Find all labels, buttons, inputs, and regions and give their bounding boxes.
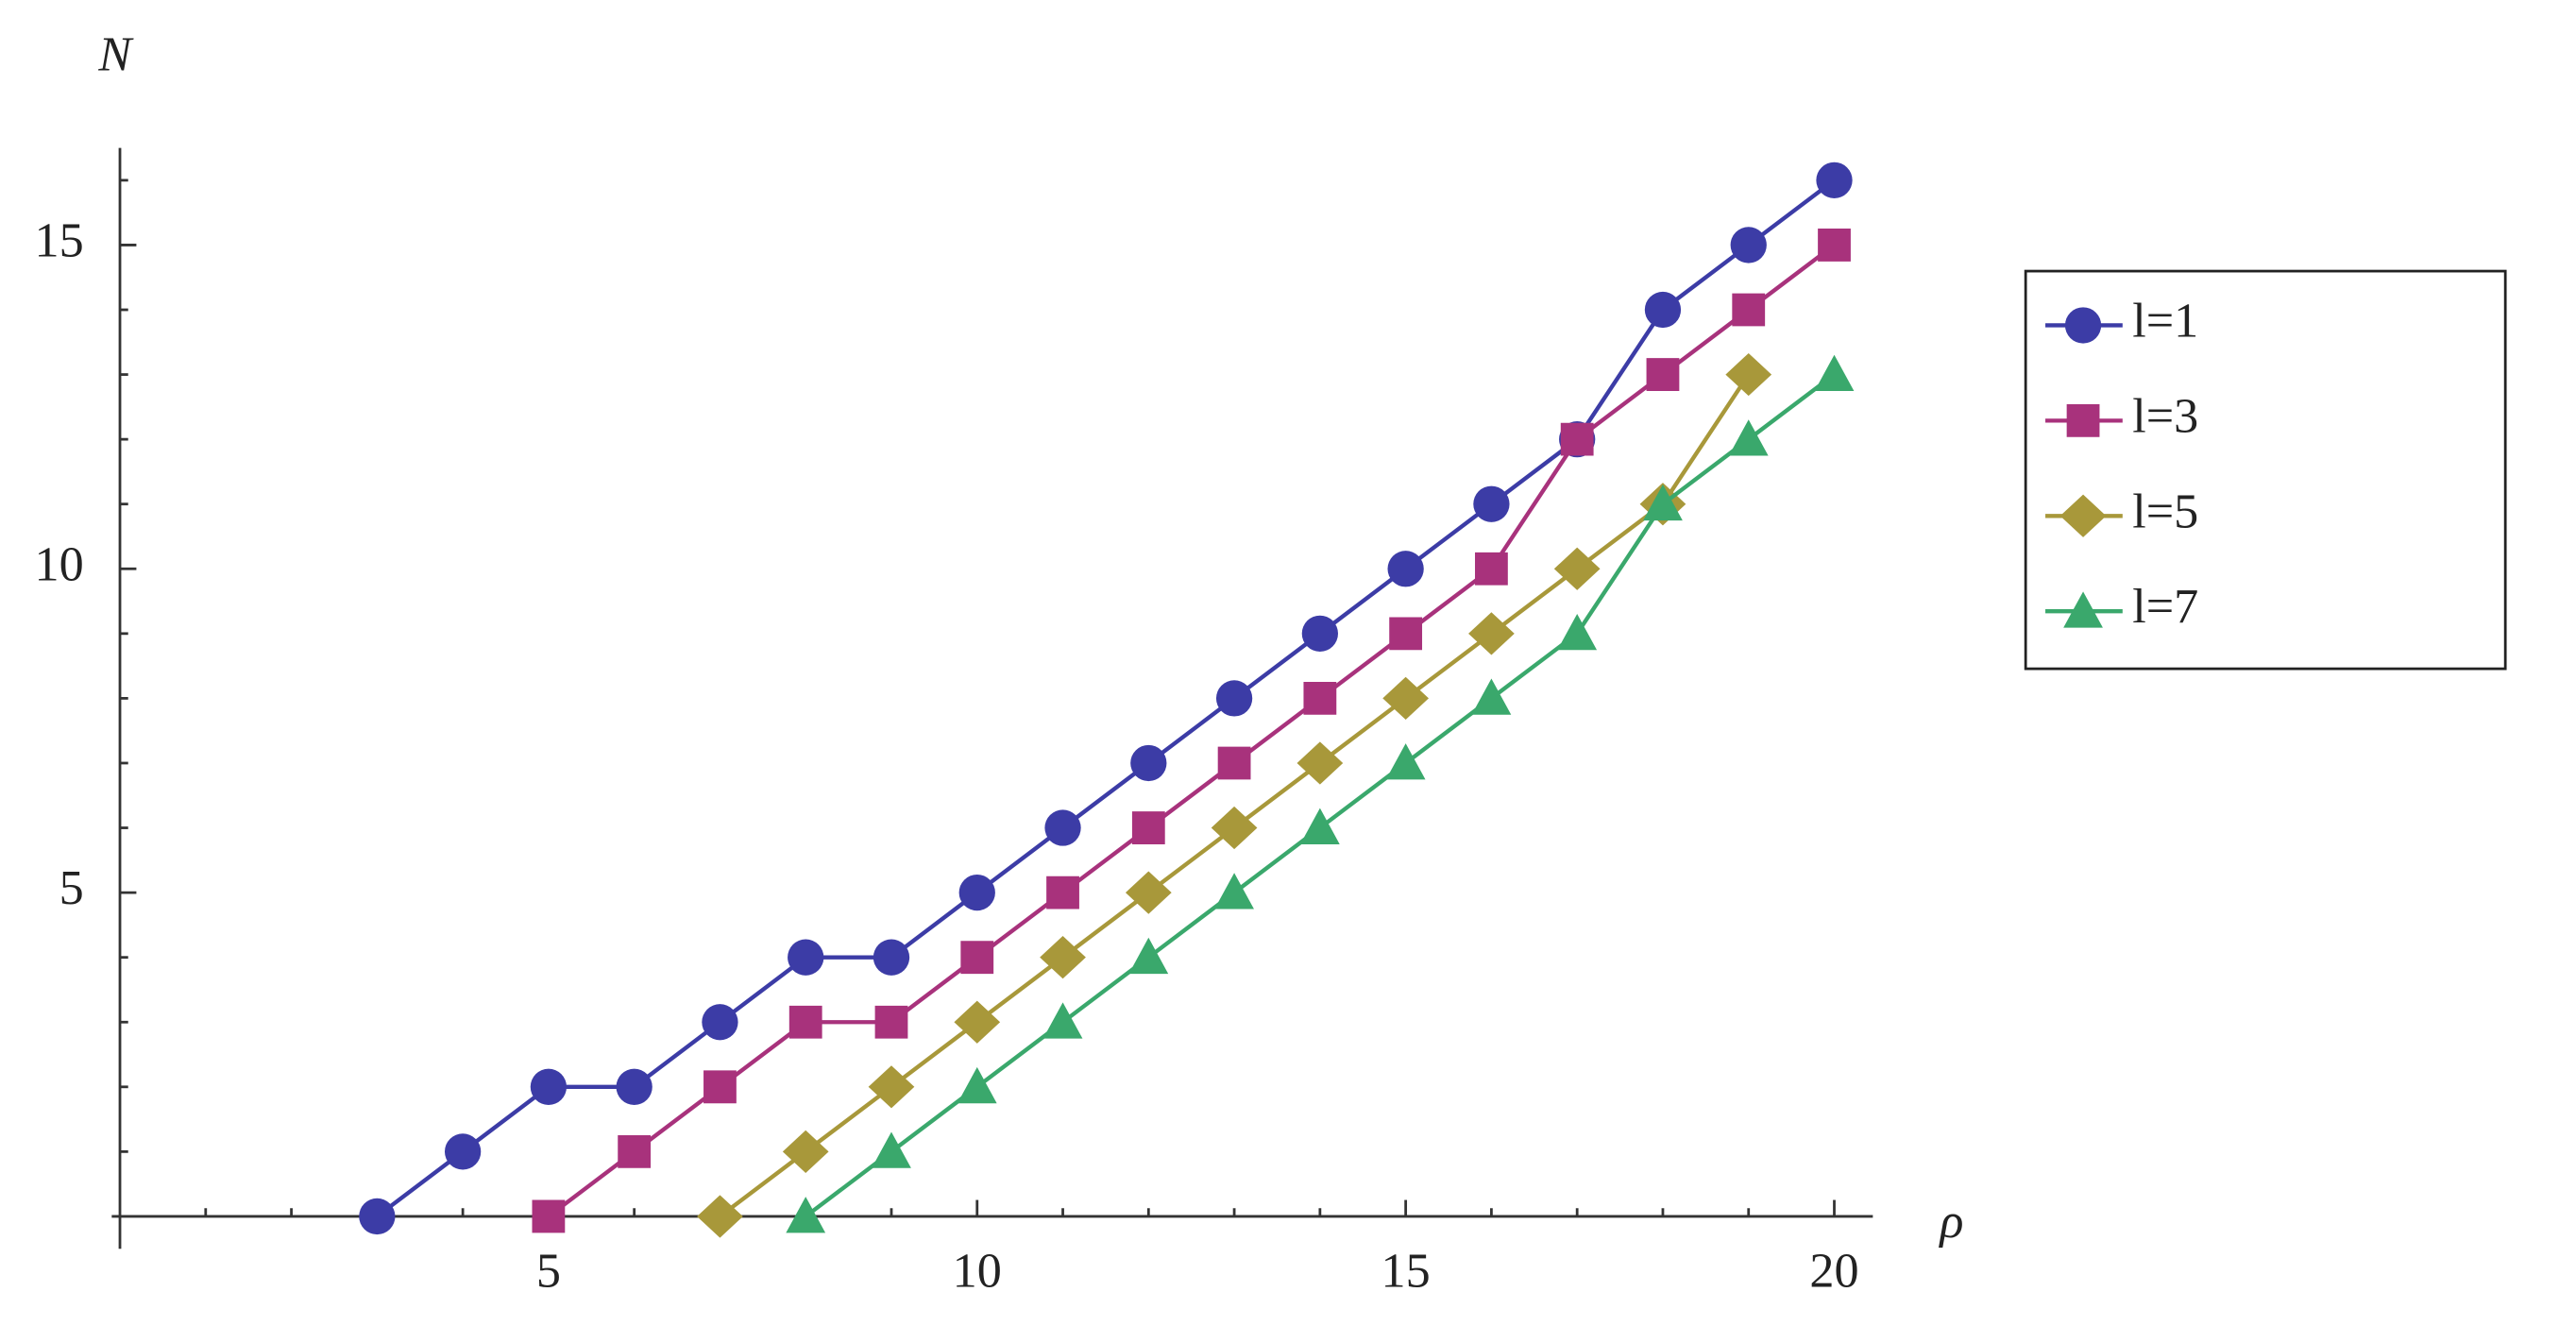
y-tick-label: 5 (59, 860, 84, 915)
x-tick-label: 15 (1381, 1244, 1431, 1299)
y-axis-label: N (97, 27, 134, 82)
legend-label: l=5 (2132, 484, 2198, 538)
series-line (547, 243, 1836, 1218)
data-point (1725, 352, 1772, 397)
data-point (1217, 746, 1251, 780)
data-point (1644, 291, 1682, 329)
data-point (1475, 552, 1508, 586)
x-tick-label: 5 (536, 1244, 561, 1299)
data-point (1818, 229, 1851, 262)
data-point (958, 874, 995, 911)
data-point (703, 1070, 737, 1104)
data-point (1214, 873, 1254, 910)
data-point (1299, 808, 1340, 844)
data-point (872, 1131, 911, 1168)
data-point (616, 1068, 652, 1105)
data-point (957, 1066, 997, 1104)
legend-label: l=1 (2132, 293, 2198, 348)
data-point (1046, 876, 1079, 910)
data-point (868, 1065, 915, 1109)
x-tick-label: 20 (1809, 1244, 1858, 1299)
data-point (1646, 358, 1680, 391)
data-point (954, 1000, 1001, 1044)
data-point (1211, 806, 1258, 850)
data-point (1301, 615, 1339, 652)
data-point (1296, 741, 1344, 785)
data-point (1732, 293, 1766, 327)
data-point (1814, 354, 1855, 391)
data-point (1471, 678, 1512, 715)
data-point (782, 1130, 829, 1173)
data-point (697, 1195, 743, 1238)
data-point (1042, 1002, 1083, 1039)
data-point (1128, 937, 1169, 975)
data-point (1730, 227, 1767, 264)
data-point (1557, 613, 1598, 651)
data-point (786, 1197, 826, 1233)
legend-label: l=7 (2132, 579, 2198, 634)
data-point (1468, 612, 1515, 655)
legend-marker (2063, 591, 2103, 628)
data-point (1382, 676, 1429, 721)
y-tick-label: 10 (35, 536, 84, 591)
data-point (1040, 936, 1086, 979)
legend-box (2024, 269, 2507, 671)
data-point (1131, 811, 1165, 844)
data-point (1816, 162, 1853, 199)
data-point (1389, 617, 1423, 651)
data-point (1385, 743, 1426, 780)
data-point (618, 1134, 652, 1168)
data-point (702, 1004, 738, 1041)
data-point (1473, 485, 1510, 522)
legend-label: l=3 (2132, 388, 2198, 443)
data-point (1560, 422, 1594, 456)
legend-marker (2066, 403, 2100, 437)
data-point (1553, 547, 1601, 590)
data-point (788, 939, 824, 976)
series-line (376, 178, 1836, 1218)
data-point (530, 1068, 568, 1105)
y-tick-label: 15 (35, 212, 84, 267)
legend-marker (2064, 307, 2102, 344)
data-point (1125, 871, 1172, 914)
data-point (1728, 419, 1769, 456)
data-point (1303, 682, 1337, 715)
data-point (359, 1198, 396, 1235)
data-point (444, 1133, 482, 1170)
data-point (1044, 809, 1081, 846)
x-tick-label: 10 (953, 1244, 1002, 1299)
data-point (874, 1005, 908, 1039)
data-point (1387, 551, 1424, 587)
x-axis-label: ρ (1938, 1194, 1963, 1249)
data-point (1130, 744, 1167, 782)
data-point (532, 1199, 566, 1233)
data-point (960, 941, 994, 975)
data-point (1215, 680, 1253, 717)
data-point (788, 1005, 822, 1039)
data-point (1643, 484, 1683, 521)
data-point (873, 939, 910, 976)
